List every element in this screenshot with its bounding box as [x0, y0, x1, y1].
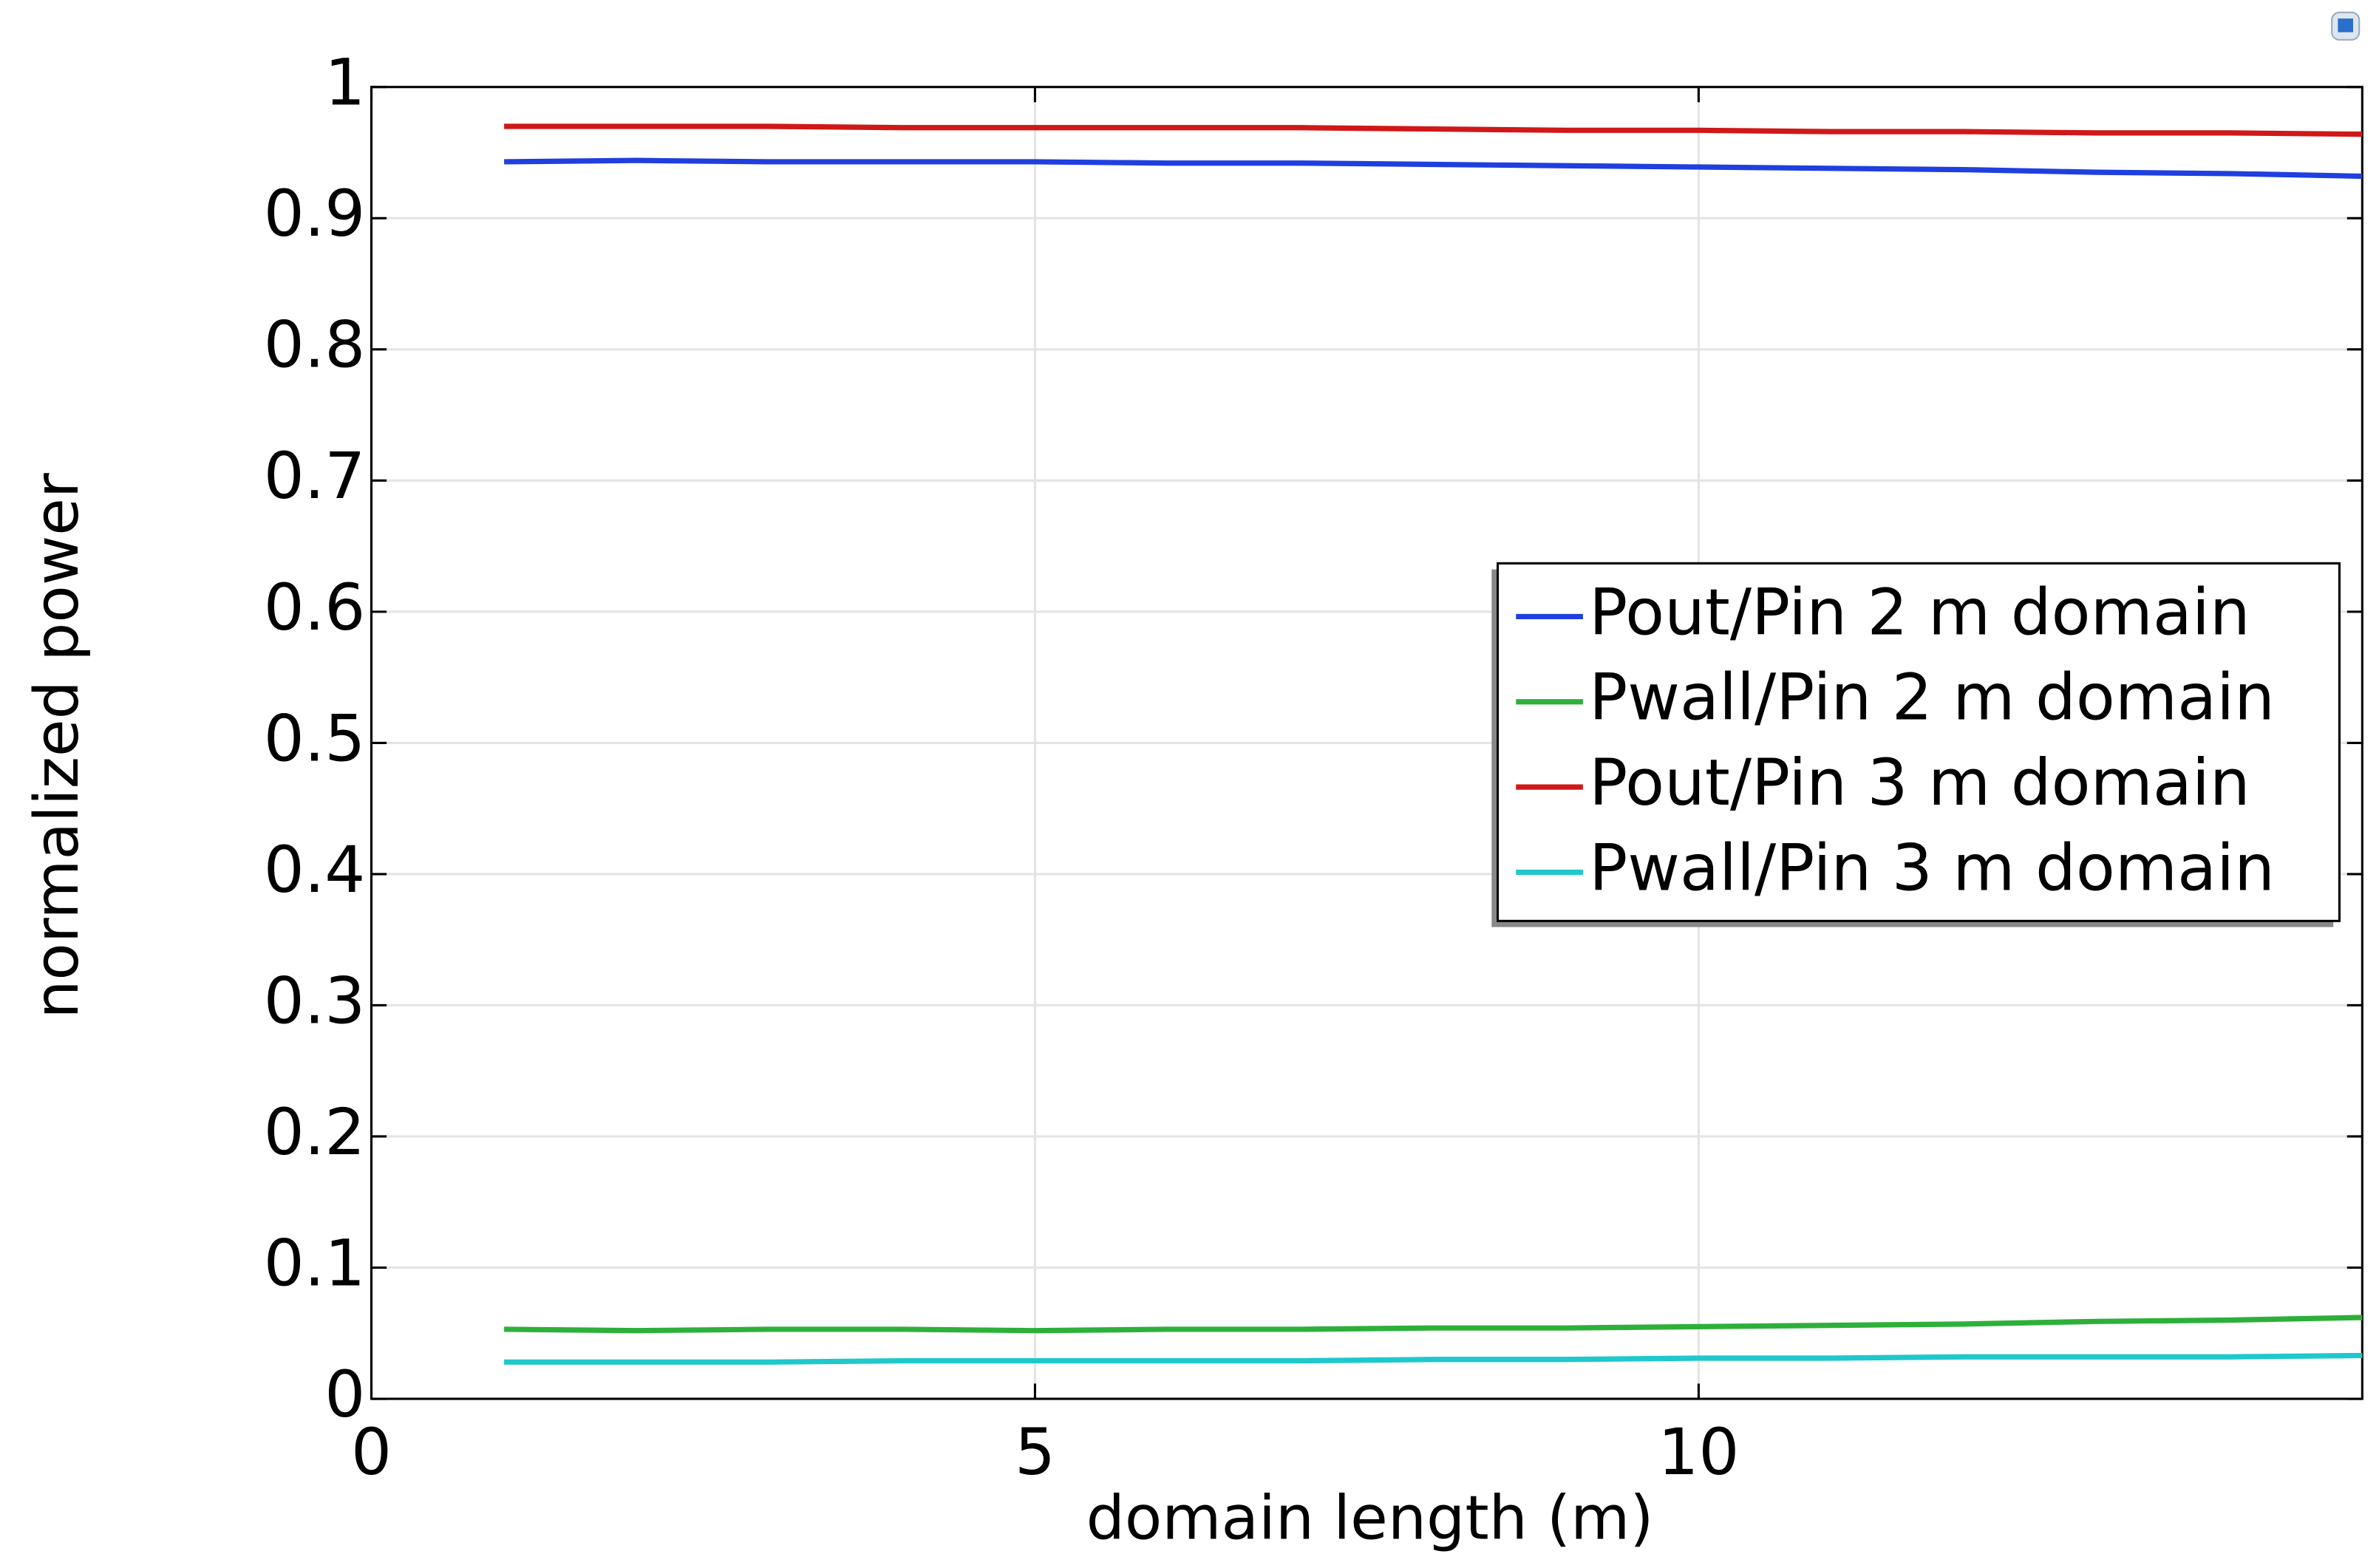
x-tick-label: 5	[1015, 1416, 1055, 1490]
legend	[1497, 562, 2341, 922]
plot-frame	[370, 86, 2363, 1400]
series-line	[504, 123, 2363, 137]
legend-label: Pout/Pin 2 m domain	[1589, 576, 2250, 650]
corner-icon-inner	[2338, 18, 2353, 33]
x-tick-label: 0	[351, 1416, 392, 1490]
y-tick-label: 0.3	[264, 964, 366, 1038]
y-tick-label: 1	[324, 47, 365, 120]
series-line	[504, 1352, 2363, 1365]
y-tick-label: 0.9	[264, 177, 366, 251]
series-line	[504, 1315, 2363, 1334]
y-tick-label: 0.1	[264, 1227, 366, 1301]
x-tick-label: 10	[1658, 1416, 1739, 1490]
series-line	[504, 157, 2363, 180]
y-axis-label: normalized power	[22, 473, 92, 1019]
legend-label: Pout/Pin 3 m domain	[1589, 746, 2250, 820]
legend-label: Pwall/Pin 3 m domain	[1589, 831, 2275, 905]
y-tick-label: 0.7	[264, 440, 366, 514]
y-tick-label: 0.8	[264, 309, 366, 383]
legend-label: Pwall/Pin 2 m domain	[1589, 661, 2275, 735]
y-tick-label: 0.2	[264, 1096, 366, 1170]
y-tick-label: 0	[324, 1358, 365, 1432]
y-tick-label: 0.5	[264, 702, 366, 776]
x-axis-label: domain length (m)	[1086, 1483, 1654, 1553]
y-tick-label: 0.6	[264, 571, 366, 645]
y-tick-label: 0.4	[264, 834, 366, 907]
